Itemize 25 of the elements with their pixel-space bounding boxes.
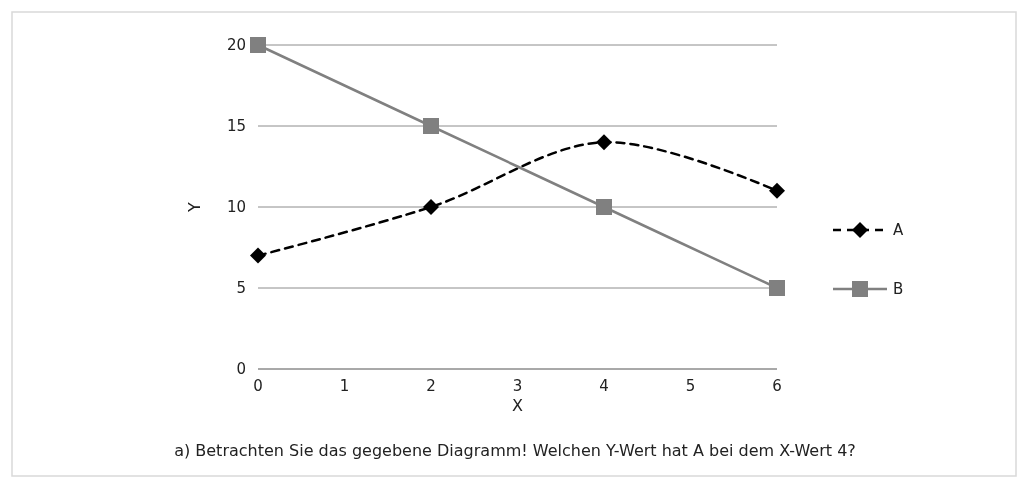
point [769, 182, 785, 199]
x-tick-label: 5 [685, 377, 696, 395]
point [423, 199, 439, 215]
y-axis-title: Y [185, 201, 204, 213]
x-tick-label: 3 [512, 377, 523, 395]
legend-label: B [893, 280, 904, 298]
x-tick-label: 0 [253, 377, 263, 395]
legend-label: A [893, 221, 904, 239]
y-tick-label: 15 [226, 117, 246, 135]
x-tick-label: 1 [339, 377, 350, 395]
y-tick-label: 5 [236, 279, 246, 297]
point [250, 37, 266, 53]
x-tick-label: 4 [599, 377, 609, 395]
y-tick-label: 0 [236, 360, 246, 378]
point [596, 134, 612, 151]
x-axis-title: X [512, 396, 524, 415]
point [250, 247, 266, 264]
point [423, 118, 439, 134]
x-tick-label: 6 [772, 377, 782, 395]
point [769, 280, 785, 296]
text: a) Betrachten Sie das gegebene Diagramm! Welchen Y-Wert hat A bei dem X-Wert 4? [174, 441, 856, 460]
y-tick-label: 20 [226, 36, 246, 54]
point [596, 199, 612, 215]
x-tick-label: 2 [426, 377, 436, 395]
y-tick-label: 10 [226, 198, 246, 216]
